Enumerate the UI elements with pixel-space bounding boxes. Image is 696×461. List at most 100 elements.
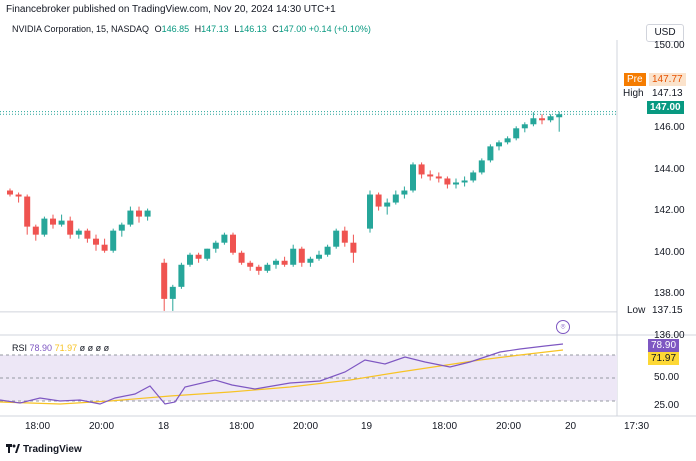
candle-body [187,254,193,265]
candle-body [255,266,262,271]
candle-body [298,248,305,263]
rsi-extra: ø ø ø ø [79,343,110,353]
candle-body [58,220,65,225]
candle-body [375,194,382,207]
candle-body [307,258,314,263]
candle-body [350,242,357,253]
time-label: 17:30 [624,421,650,432]
rsi-tick: 25.00 [654,400,680,411]
candle-body [521,124,528,129]
rsi-value: 78.90 [29,343,53,353]
candle-body [238,252,245,263]
candle-body [281,260,288,265]
candle-body [513,128,520,139]
candle-body [178,264,185,287]
open-value: 146.85 [161,24,190,34]
candle-body [547,116,554,121]
candle-body [75,230,82,235]
candle-body [118,224,125,231]
pre-label: Pre [627,74,643,85]
candle-body [41,218,48,235]
price-tick: 144.00 [654,164,685,175]
candle-body [556,114,563,118]
candle-body [418,164,425,175]
last-price-tag: 147.00 [647,101,684,114]
high-tag-value: 147.13 [649,87,686,100]
rsi-ma-tag: 71.97 [648,352,680,365]
candle-body [264,264,271,271]
candle-body [212,242,219,249]
candle-body [392,194,399,203]
time-label: 18:00 [229,421,255,432]
candle-body [333,230,340,247]
time-label: 20:00 [293,421,319,432]
candle-body [161,262,168,299]
footer-brand-text: TradingView [23,444,82,455]
candle-body [84,230,91,239]
candle-body [324,246,331,255]
candle-body [24,196,31,227]
candle-body [427,174,434,177]
candle-body [50,218,56,225]
close-label: C [272,24,279,34]
time-label: 20:00 [89,421,115,432]
candle-body [530,118,537,125]
low-tag-value: 137.15 [649,304,686,317]
time-label: 18:00 [432,421,458,432]
candle-body [384,202,391,207]
time-label: 18 [158,421,170,432]
candle-body [367,194,373,229]
candle-body [478,160,485,173]
candle-body [470,172,477,181]
candle-body [136,210,142,217]
price-tick: 138.00 [654,288,685,299]
candles-group [0,111,617,313]
candle-body [144,210,151,217]
candle-body [444,178,451,185]
price-tick: 142.00 [654,205,685,216]
rsi-line [0,343,564,405]
candle-body [230,234,236,253]
candle-body [504,138,511,143]
price-tick: 140.00 [654,247,685,258]
tradingview-logo-icon [6,444,20,453]
candle-body [487,146,494,161]
candle-body [15,194,22,197]
rsi-tick: 50.00 [654,372,680,383]
currency-button[interactable]: USD [646,24,684,42]
candle-body [67,220,74,235]
candle-body [221,234,228,243]
settings-icon[interactable]: ⌾ [556,320,570,334]
high-label: H [194,24,202,34]
candle-body [539,118,545,121]
candle-body [316,254,322,259]
candle-body [93,238,99,245]
candle-body [7,190,13,195]
candle-body [204,248,211,259]
time-label: 20:00 [496,421,522,432]
candle-body [401,190,408,195]
candle-body [273,260,279,265]
candle-body [453,182,459,185]
price-tick: 136.00 [654,330,685,341]
time-label: 18:00 [25,421,51,432]
candle-body [169,286,176,299]
rsi-tag: 78.90 [648,339,680,352]
candle-body [127,210,134,225]
pre-market-value: 147.77 [649,73,686,86]
rsi-legend: RSI 78.90 71.97 ø ø ø ø [12,343,109,353]
symbol-legend: NVIDIA Corporation, 15, NASDAQ O146.85 H… [12,24,371,34]
candle-body [410,164,416,191]
low-value: 146.13 [239,24,267,34]
time-label: 19 [361,421,373,432]
low-label: L [234,24,240,34]
price-tick: 150.00 [654,40,685,51]
low-tag-label: Low [624,304,649,317]
change-value: +0.14 (+0.10%) [308,24,371,34]
price-tick: 146.00 [654,122,685,133]
candle-body [101,244,108,251]
rsi-ma-value: 71.97 [54,343,78,353]
candle-body [496,142,502,147]
candle-body [461,180,468,183]
